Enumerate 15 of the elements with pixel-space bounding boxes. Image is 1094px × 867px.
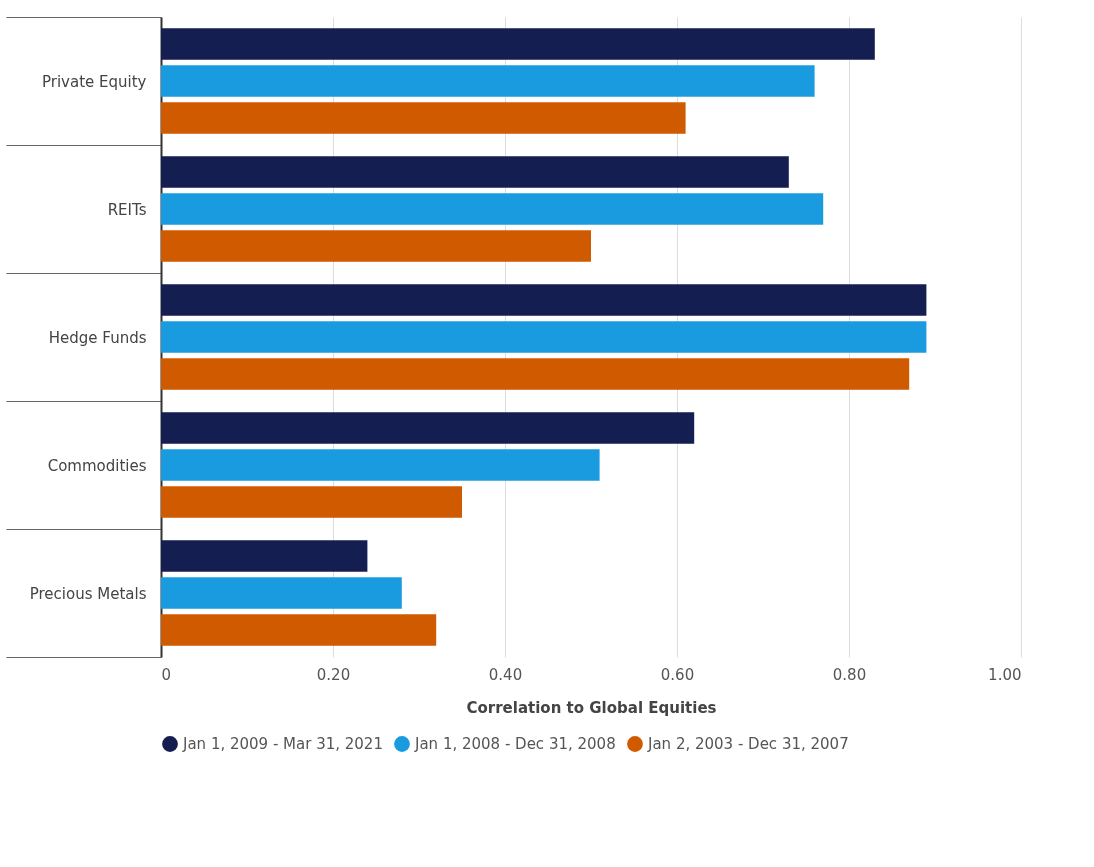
x-tick-label: 0.80 (832, 665, 867, 684)
legend-label: Jan 1, 2008 - Dec 31, 2008 (414, 735, 616, 753)
x-tick-label: 1.00 (988, 665, 1022, 684)
x-axis-title: Correlation to Global Equities (466, 698, 717, 717)
x-tick-label: 0.20 (316, 665, 351, 684)
legend-label: Jan 1, 2009 - Mar 31, 2021 (182, 735, 383, 753)
x-tick-label: 0 (161, 665, 172, 684)
x-tick-label: 0.40 (488, 665, 523, 684)
y-tick-label: Private Equity (42, 72, 147, 91)
y-tick-label: Hedge Funds (48, 328, 147, 347)
x-tick-label: 0.60 (660, 665, 695, 684)
y-tick-label: Commodities (47, 456, 147, 475)
y-tick-label: REITs (107, 200, 147, 219)
y-tick-label: Precious Metals (29, 584, 147, 603)
legend-label: Jan 2, 2003 - Dec 31, 2007 (647, 735, 849, 753)
